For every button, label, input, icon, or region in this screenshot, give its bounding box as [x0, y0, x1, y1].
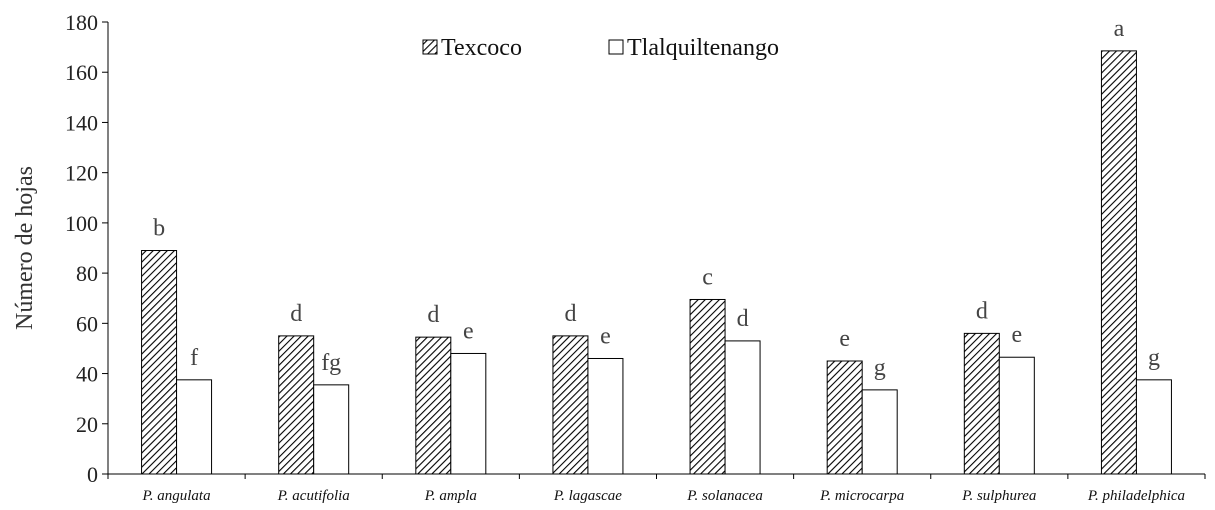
x-tick-label: P. acutifolia	[277, 488, 350, 504]
data-label: a	[1114, 16, 1125, 42]
bar-tlalquiltenango	[587, 357, 624, 475]
x-tick-label: P. ampla	[424, 488, 477, 504]
data-label: b	[153, 216, 165, 242]
data-label: g	[1148, 345, 1160, 371]
y-axis-title: Número de hojas	[12, 166, 38, 330]
data-label: d	[290, 301, 302, 327]
data-label: d	[737, 306, 749, 332]
y-tick-label: 20	[76, 412, 98, 437]
data-label: d	[564, 301, 576, 327]
data-label: fg	[321, 350, 341, 376]
bar-tlalquiltenango	[450, 352, 487, 475]
bar-texcoco	[141, 250, 178, 475]
x-tick-label: P. angulata	[142, 488, 211, 504]
data-label: g	[874, 355, 886, 381]
y-tick-label: 60	[76, 311, 98, 336]
y-tick-label: 40	[76, 362, 98, 387]
x-tick-label: P. microcarpa	[819, 488, 904, 504]
y-tick-label: 180	[65, 10, 98, 35]
legend-swatch-tlalquiltenango	[608, 39, 624, 55]
x-tick-label: P. lagascae	[553, 488, 622, 504]
y-tick-label: 140	[65, 110, 98, 135]
y-tick-label: 120	[65, 161, 98, 186]
bars	[141, 50, 1172, 475]
bar-texcoco	[963, 332, 1000, 475]
bar-texcoco	[1100, 50, 1137, 475]
bar-tlalquiltenango	[313, 384, 350, 475]
y-tick-label: 80	[76, 261, 98, 286]
legend: Texcoco Tlalquiltenango	[422, 35, 779, 61]
data-label: e	[600, 323, 611, 349]
bar-tlalquiltenango	[1135, 379, 1172, 475]
data-label: c	[702, 264, 713, 290]
data-label: e	[463, 318, 474, 344]
data-label: f	[190, 345, 198, 371]
x-tick-label: P. philadelphica	[1087, 488, 1185, 504]
bar-texcoco	[278, 335, 315, 475]
x-axis-labels: P. angulata P. acutifolia P. ampla P. lagas…	[107, 474, 1206, 504]
bar-tlalquiltenango	[724, 340, 761, 475]
bar-tlalquiltenango	[176, 379, 213, 475]
y-tick-label: 100	[65, 211, 98, 236]
y-tick-label: 0	[87, 462, 98, 487]
legend-label-tlalquiltenango: Tlalquiltenango	[627, 35, 779, 61]
bar-tlalquiltenango	[998, 356, 1035, 475]
bar-tlalquiltenango	[861, 389, 898, 475]
bar-texcoco	[826, 360, 863, 475]
legend-label-texcoco: Texcoco	[441, 35, 522, 61]
legend-swatch-texcoco	[422, 39, 438, 55]
axes	[107, 22, 1205, 475]
bar-texcoco	[415, 336, 452, 475]
data-label: e	[839, 326, 850, 352]
data-label: d	[427, 302, 439, 328]
x-tick-label: P. sulphurea	[961, 488, 1036, 504]
bar-texcoco	[689, 298, 726, 475]
bar-texcoco	[552, 335, 589, 475]
x-tick-label: P. solanacea	[686, 488, 763, 504]
data-label: d	[976, 298, 988, 324]
data-label: e	[1011, 322, 1022, 348]
y-tick-label: 160	[65, 60, 98, 85]
y-axis-ticks: 0 20 40 60 80 100 120 140 160 180	[65, 10, 108, 487]
